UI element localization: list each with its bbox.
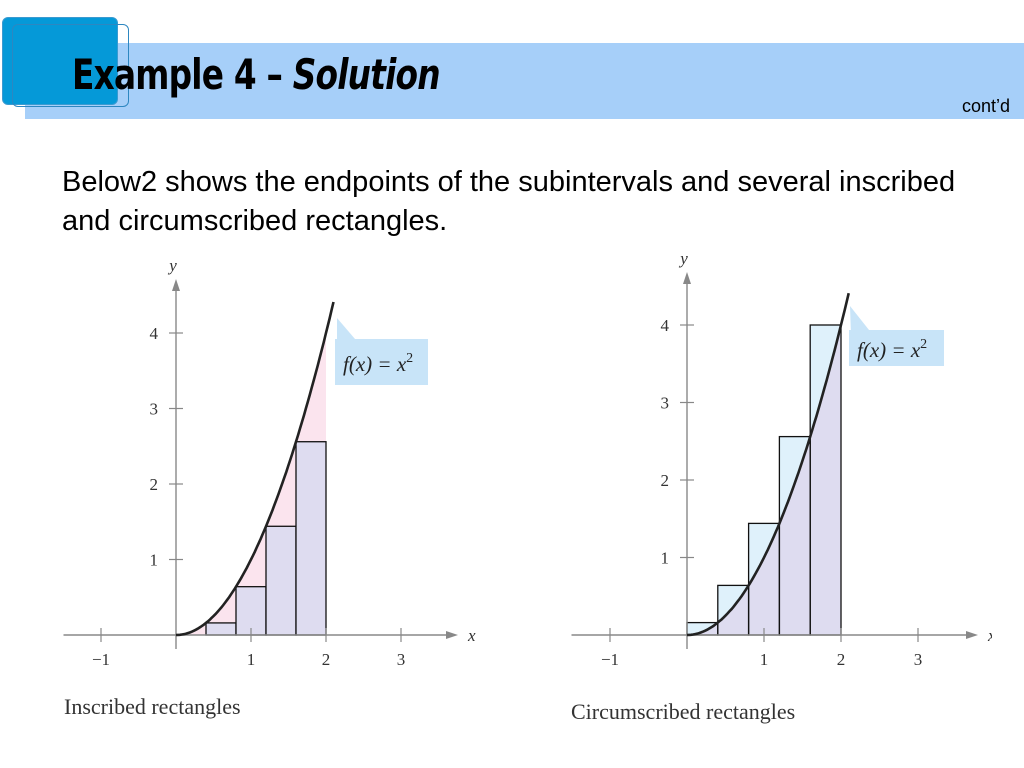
rectangle-bar bbox=[235, 586, 267, 636]
x-axis-arrow bbox=[966, 631, 978, 639]
y-axis-label: y bbox=[167, 256, 177, 275]
x-tick-label: 3 bbox=[397, 650, 406, 669]
slide-title-main: Example 4 – bbox=[72, 50, 293, 99]
circumscribed-chart-svg: −1 1 2 3 1 2 3 4 x y f(x) = x2 bbox=[571, 249, 996, 669]
function-curve bbox=[175, 301, 335, 637]
function-label-pointer bbox=[850, 306, 869, 336]
inscribed-chart-svg: −1 1 2 3 1 2 3 4 x y f(x) = x2 bbox=[63, 256, 476, 669]
function-label: f(x) = x2 bbox=[857, 337, 927, 362]
y-tick-label: 4 bbox=[661, 316, 670, 335]
header-bar bbox=[25, 43, 1024, 119]
y-axis-arrow bbox=[683, 272, 691, 284]
y-tick-label: 2 bbox=[150, 475, 159, 494]
y-tick-label: 3 bbox=[661, 394, 670, 413]
circumscribed-rectangles-chart: −1 1 2 3 1 2 3 4 x y f(x) = x2 bbox=[562, 248, 996, 673]
function-label-box bbox=[335, 339, 428, 385]
circumscribed-caption: Circumscribed rectangles bbox=[571, 699, 796, 724]
function-label-exponent: 2 bbox=[920, 337, 927, 352]
slide-title: Example 4 – Solution bbox=[72, 50, 441, 99]
inscribed-caption: Inscribed rectangles bbox=[64, 694, 241, 719]
area-under-curve bbox=[687, 325, 841, 635]
function-curve bbox=[686, 292, 850, 637]
x-tick-label: −1 bbox=[601, 650, 619, 668]
title-accent-outline bbox=[12, 24, 129, 107]
x-axis-label: x bbox=[467, 626, 476, 645]
contd-label: cont’d bbox=[961, 96, 1010, 116]
y-tick-label: 4 bbox=[150, 324, 159, 343]
title-accent-box bbox=[2, 17, 118, 105]
y-tick-label: 2 bbox=[661, 471, 670, 490]
function-label: f(x) = x2 bbox=[343, 351, 413, 376]
function-label-exponent: 2 bbox=[406, 351, 413, 366]
inscribed-rectangles-chart: −1 1 2 3 1 2 3 4 x y f(x) = x2 bbox=[55, 255, 485, 680]
x-tick-label: −1 bbox=[92, 650, 110, 669]
x-tick-label: 1 bbox=[760, 650, 769, 668]
x-axis-arrow bbox=[446, 631, 458, 639]
x-tick-label: 2 bbox=[322, 650, 331, 669]
curve-gap-region bbox=[687, 325, 841, 635]
y-tick-label: 1 bbox=[661, 549, 670, 568]
x-tick-label: 3 bbox=[914, 650, 923, 668]
rectangle-bar bbox=[265, 525, 297, 636]
function-label-pointer bbox=[337, 318, 355, 345]
y-axis-arrow bbox=[172, 279, 180, 291]
x-tick-label: 1 bbox=[247, 650, 256, 669]
body-text: Below2 shows the endpoints of the subint… bbox=[62, 166, 956, 237]
function-label-box bbox=[849, 330, 944, 366]
y-axis-label: y bbox=[678, 249, 688, 268]
x-tick-label: 2 bbox=[837, 650, 846, 668]
rectangle-bar bbox=[205, 622, 237, 636]
rectangle-bar bbox=[295, 441, 327, 636]
y-tick-label: 3 bbox=[150, 400, 159, 419]
x-axis-label: x bbox=[987, 626, 992, 645]
slide-title-italic: Solution bbox=[292, 50, 441, 99]
y-tick-label: 1 bbox=[150, 551, 159, 570]
